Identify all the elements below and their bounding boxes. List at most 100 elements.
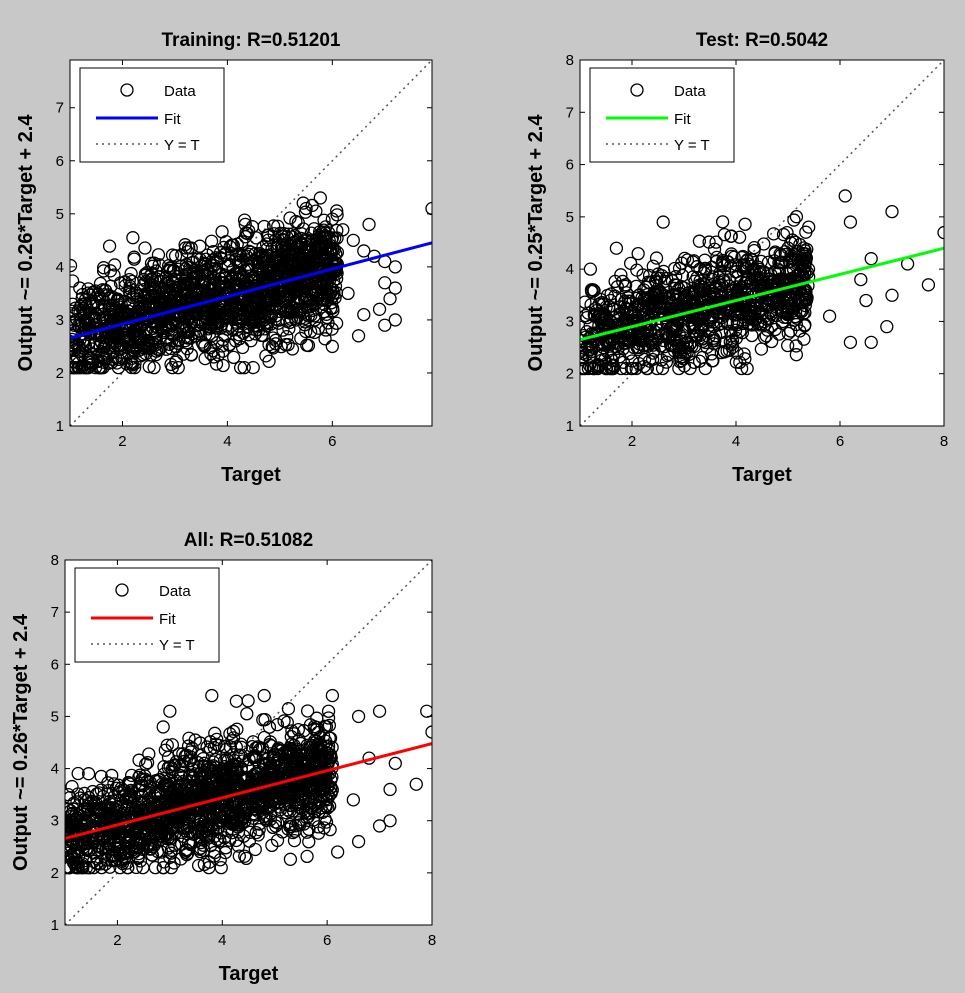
data-point (143, 295, 158, 310)
data-point (215, 267, 229, 281)
data-point (649, 251, 664, 265)
data-point (714, 311, 729, 325)
data-point (96, 261, 111, 275)
data-point (67, 796, 81, 810)
data-point (313, 191, 328, 205)
data-point (281, 748, 295, 762)
data-point (300, 849, 314, 864)
data-point (240, 707, 254, 721)
y-tick-label: 4 (56, 259, 64, 276)
data-point (244, 334, 258, 348)
data-point (383, 782, 397, 797)
data-point (257, 797, 271, 812)
data-point (715, 215, 730, 229)
data-point (661, 292, 675, 306)
data-point (195, 770, 209, 784)
data-point (286, 762, 300, 777)
data-point (266, 331, 280, 345)
data-point (269, 291, 283, 305)
legend-data-marker (115, 583, 129, 597)
data-point (714, 325, 729, 340)
data-point (631, 246, 645, 261)
data-point (409, 777, 423, 791)
fit-line (70, 241, 432, 340)
fit-line (65, 742, 432, 840)
data-point (104, 802, 118, 816)
data-point (798, 266, 812, 281)
data-point (299, 324, 313, 339)
data-point (237, 807, 252, 821)
data-point (180, 843, 194, 858)
data-point (273, 267, 287, 281)
data-point (278, 288, 292, 302)
data-point (646, 259, 660, 273)
data-point (646, 338, 660, 352)
data-point (321, 704, 336, 718)
data-point (296, 802, 310, 817)
data-point (789, 339, 803, 353)
data-point (580, 295, 592, 309)
data-point (661, 326, 675, 341)
data-point (695, 332, 710, 346)
data-point (215, 276, 230, 290)
data-point (141, 793, 156, 807)
data-point (623, 256, 638, 271)
data-point (326, 304, 340, 318)
data-point (372, 704, 387, 718)
data-point (270, 717, 285, 732)
data-point (176, 747, 190, 761)
y-tick-label: 7 (566, 104, 574, 121)
data-point (70, 325, 83, 340)
data-point (199, 291, 213, 306)
data-point (293, 780, 308, 795)
data-point (378, 276, 392, 290)
data-point (229, 312, 243, 327)
data-point (243, 301, 258, 315)
data-point (140, 838, 154, 852)
x-axis-label: Target (221, 464, 281, 486)
data-point (225, 238, 239, 252)
data-point (94, 783, 108, 797)
data-point (729, 257, 743, 272)
data-point (716, 253, 730, 268)
data-point (209, 357, 224, 371)
data-point (229, 833, 243, 848)
data-point (136, 860, 150, 875)
data-point (248, 750, 262, 764)
data-point (626, 361, 640, 376)
data-point (249, 794, 263, 808)
data-point (696, 331, 710, 345)
legend-box (79, 67, 225, 163)
data-point (704, 347, 719, 361)
y-tick-label: 4 (566, 261, 574, 278)
data-point (96, 292, 110, 306)
data-point (173, 768, 188, 783)
data-point (580, 351, 590, 365)
data-point (319, 307, 334, 321)
data-point (205, 688, 219, 703)
data-point (346, 793, 361, 807)
data-point (91, 287, 105, 302)
data-point (163, 704, 177, 718)
data-point (96, 355, 111, 369)
data-point (689, 307, 703, 321)
data-point (227, 350, 241, 365)
data-point (697, 266, 711, 280)
data-point (280, 237, 294, 251)
data-point (680, 340, 695, 355)
data-point (624, 316, 639, 330)
data-point (717, 273, 731, 287)
data-point (209, 251, 223, 265)
data-point (178, 782, 192, 796)
axes-box (64, 559, 433, 926)
data-point (257, 730, 271, 745)
x-axis-label: Target (732, 464, 792, 486)
data-point (277, 233, 291, 248)
data-point (636, 268, 650, 282)
data-point (193, 736, 208, 750)
data-point (127, 250, 141, 264)
legend-label-identity: Y = T (159, 637, 195, 654)
data-point (787, 213, 801, 227)
